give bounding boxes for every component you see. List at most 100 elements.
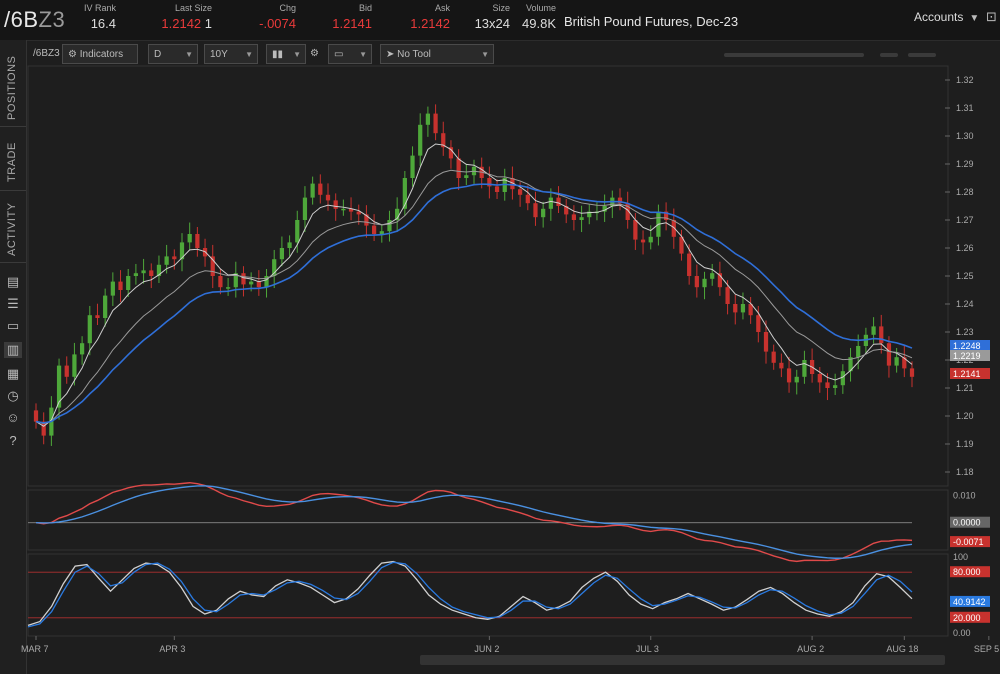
candle-body <box>464 175 469 178</box>
help-icon[interactable]: ? <box>9 433 17 448</box>
candle-body <box>863 334 869 346</box>
macd-tag <box>950 516 990 528</box>
candle-body <box>517 189 523 195</box>
ema13-legend[interactable]: EMA (price=CLOSE, length=13, displace=0) <box>34 86 230 97</box>
stoch-tag <box>950 566 990 578</box>
candle-body <box>264 276 269 288</box>
candle-body <box>356 211 361 215</box>
tab-trade[interactable]: TRADE <box>0 130 26 191</box>
candle-body <box>663 211 669 220</box>
price-tick-label: 1.24 <box>956 299 974 309</box>
notes-icon[interactable]: ▤ <box>6 274 20 289</box>
indicators-button[interactable]: ⚙ Indicators <box>62 44 138 64</box>
candle-body <box>687 253 692 276</box>
candle-body <box>533 203 538 218</box>
people-icon[interactable]: ☺ <box>6 410 20 425</box>
chart-icon[interactable]: ▥ <box>4 342 22 358</box>
candle-body <box>809 360 815 374</box>
quote-value: 16.4 <box>90 16 116 31</box>
slowd-line <box>27 561 913 628</box>
grid-icon[interactable]: ▦ <box>6 366 20 381</box>
candle-body <box>141 270 146 274</box>
candle-body <box>310 183 315 198</box>
candle-body <box>195 234 200 248</box>
drawing-sets-select[interactable]: ▭ ▼ <box>328 44 372 64</box>
candle-body <box>333 200 338 209</box>
candle-body <box>487 178 492 187</box>
candle-body <box>418 124 423 156</box>
quote-label: Chg <box>279 3 296 13</box>
candle-body <box>371 225 377 234</box>
candle-body <box>763 332 769 352</box>
candle-body <box>456 158 461 178</box>
zoom-handle[interactable] <box>908 53 936 57</box>
quote-value: 1.2142 1 <box>161 16 212 31</box>
clock-icon[interactable]: ◷ <box>7 388 19 403</box>
macd-legend[interactable]: MACDTwoLines(tw) MACD Two Lines (Fast Le… <box>34 492 672 503</box>
tool-select[interactable]: ➤ No Tool ▼ <box>380 44 494 64</box>
candle-body <box>79 343 85 355</box>
candle-body <box>879 326 884 344</box>
candle-body <box>902 357 907 369</box>
dropdown-arrow-icon: ▼ <box>185 50 193 59</box>
chart-watermark: /6BZ3 <box>475 256 521 275</box>
quote-label: Ask <box>434 3 450 13</box>
quote-value: 1.2141 <box>332 16 372 31</box>
quote-label: Volume <box>525 3 556 13</box>
quote-value: 49.8K <box>522 16 556 31</box>
settings-gear-icon[interactable]: ⚙ <box>310 48 319 59</box>
toolbar-symbol[interactable]: /6BZ3 <box>33 48 60 59</box>
candle-body <box>786 368 792 383</box>
panel-toggle-icon[interactable]: ⊡ <box>986 9 997 24</box>
candle-body <box>717 273 723 288</box>
stoch-tag <box>950 595 990 607</box>
candle-body <box>471 166 477 176</box>
zoom-handle[interactable] <box>880 53 898 57</box>
candle-body <box>118 281 123 290</box>
indicators-icon: ⚙ <box>68 49 80 60</box>
stoch-tick-label: 100 <box>953 552 968 562</box>
candle-body <box>702 278 707 288</box>
candle-body <box>318 183 323 195</box>
tab-positions[interactable]: POSITIONS <box>0 48 26 127</box>
stoch-tick-label: 80.000 <box>953 567 981 577</box>
price-tick-label: 1.21 <box>956 383 974 393</box>
time-scrollbar[interactable] <box>420 655 945 665</box>
stochastic-legend[interactable]: Slow Stochastic (kPeriod=14, dPeriod=3, … <box>34 557 518 568</box>
ema5-legend[interactable]: EMA (price=CLOSE, length=5, displace=0) <box>34 69 224 80</box>
zoom-scrollbar[interactable] <box>724 53 864 57</box>
chart-style-select[interactable]: ▮▮ ▼ <box>266 44 306 64</box>
range-select[interactable]: 10Y ▼ <box>204 44 258 64</box>
candle-body <box>648 236 653 243</box>
candle-body <box>395 208 400 220</box>
candle-body <box>172 256 177 260</box>
accounts-dropdown[interactable]: Accounts ▼ <box>914 10 980 24</box>
candle-body <box>564 206 569 215</box>
price-tick-label: 1.32 <box>956 75 974 85</box>
quote-chg: Chg -.0074 <box>0 0 296 40</box>
quote-last-size: Last Size 1.2142 1 <box>0 0 212 40</box>
candle-body <box>103 295 108 318</box>
candle-body <box>825 382 830 388</box>
tab-activity[interactable]: ACTIVITY <box>0 194 26 263</box>
candle-body <box>594 211 600 214</box>
list-icon[interactable]: ☰ <box>7 296 19 311</box>
stoch-tag <box>950 611 990 623</box>
price-tick-label: 1.26 <box>956 243 974 253</box>
candle-body <box>249 281 254 285</box>
aggregation-select[interactable]: D ▼ <box>148 44 198 64</box>
candle-body <box>202 248 208 257</box>
symbol-title[interactable]: /6BZ3 <box>4 7 66 32</box>
candle-body <box>856 346 861 358</box>
candle-body <box>241 273 246 285</box>
candle-body <box>225 287 231 289</box>
candle-body <box>348 208 354 212</box>
candle-body <box>256 281 261 288</box>
battery-icon[interactable]: ▭ <box>6 318 20 333</box>
candle-body <box>710 273 715 279</box>
candle-body <box>656 211 661 237</box>
ema21-legend[interactable]: EMA (price=CLOSE, length=21, displace=0) <box>34 103 230 114</box>
candle-body <box>502 178 507 192</box>
quote-label: Size <box>492 3 510 13</box>
